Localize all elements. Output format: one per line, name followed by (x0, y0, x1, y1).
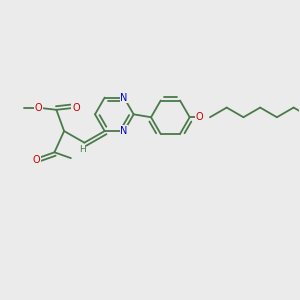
Text: N: N (120, 126, 128, 136)
Text: H: H (79, 145, 86, 154)
Text: O: O (33, 154, 40, 165)
Text: O: O (72, 103, 80, 113)
Text: O: O (35, 103, 42, 113)
Text: O: O (196, 112, 203, 122)
Text: N: N (120, 93, 128, 103)
